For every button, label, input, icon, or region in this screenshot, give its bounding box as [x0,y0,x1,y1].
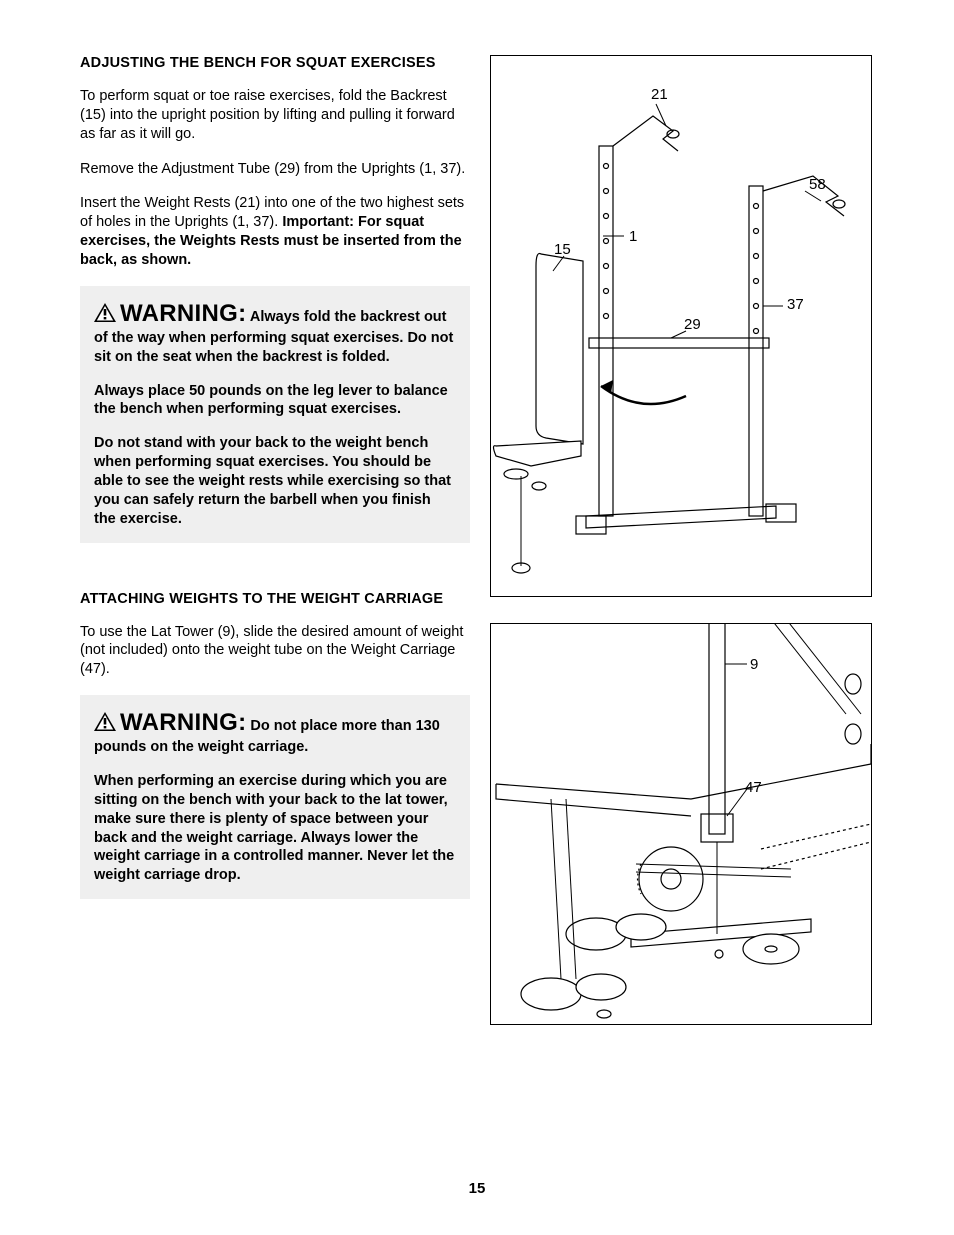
figure-weight-carriage-diagram: 9 47 [490,623,872,1025]
figure-label-29: 29 [684,316,701,333]
section-heading-squat: ADJUSTING THE BENCH FOR SQUAT EXERCISES [80,55,470,71]
diagram-svg-2 [491,624,871,1024]
figure-squat-diagram: 21 58 1 15 29 37 [490,55,872,597]
warning-lead: WARNING: [120,300,246,327]
warning-callout-2: WARNING: Do not place more than 130 poun… [80,695,470,899]
warning-callout-1: WARNING: Always fold the backrest out of… [80,286,470,543]
figure-label-21: 21 [651,86,668,103]
section-heading-weights: ATTACHING WEIGHTS TO THE WEIGHT CARRIAGE [80,591,470,607]
para: Remove the Adjustment Tube (29) from the… [80,160,470,179]
para: To use the Lat Tower (9), slide the desi… [80,623,470,680]
page-number: 15 [0,1180,954,1197]
para: To perform squat or toe raise exercises,… [80,87,470,144]
warning-para: Always place 50 pounds on the leg lever … [94,382,456,420]
figure-label-9: 9 [750,656,758,673]
figure-label-47: 47 [745,779,762,796]
diagram-svg [491,56,871,596]
warning-lead: WARNING: [120,709,246,736]
figure-label-58: 58 [809,176,826,193]
figure-label-1: 1 [629,228,637,245]
para: Insert the Weight Rests (21) into one of… [80,194,470,269]
warning-para: When performing an exercise during which… [94,772,456,885]
warning-para: Do not stand with your back to the weigh… [94,434,456,528]
warning-triangle-icon [94,303,116,328]
warning-triangle-icon [94,712,116,737]
figure-label-37: 37 [787,296,804,313]
figure-label-15: 15 [554,241,571,258]
